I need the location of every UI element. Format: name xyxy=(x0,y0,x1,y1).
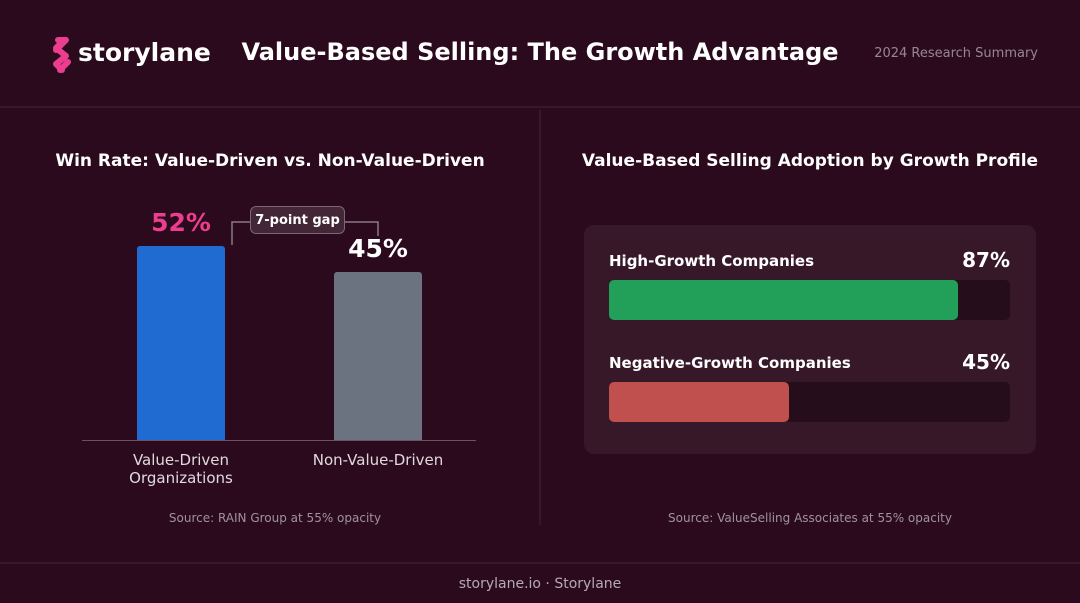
value-label: 45% xyxy=(348,234,408,264)
chart-title: Value-Based Selling Adoption by Growth P… xyxy=(581,151,1039,171)
chart-title: Win Rate: Value-Driven vs. Non-Value-Dri… xyxy=(55,151,485,171)
value-label: 87% xyxy=(962,248,1010,272)
value-label: 52% xyxy=(151,208,211,238)
category-label: Non-Value-Driven xyxy=(312,451,444,469)
bar xyxy=(137,246,225,440)
category-label: Negative-Growth Companies xyxy=(609,354,851,372)
category-label: High-Growth Companies xyxy=(609,252,815,270)
subtitle: 2024 Research Summary xyxy=(874,46,1038,61)
bar xyxy=(334,272,422,440)
logo-icon xyxy=(53,37,71,73)
annotation: 7-point gap xyxy=(250,206,345,234)
page-title: Value-Based Selling: The Growth Advantag… xyxy=(241,38,839,66)
baseline xyxy=(82,440,476,441)
bar xyxy=(609,280,958,320)
source: Source: RAIN Group at 55% opacity xyxy=(168,511,382,525)
source: Source: ValueSelling Associates at 55% o… xyxy=(668,511,952,525)
bar xyxy=(609,382,790,422)
value-label: 45% xyxy=(962,350,1010,374)
footer: storylane.io · Storylane xyxy=(458,576,622,592)
gap-bracket xyxy=(231,221,379,245)
category-label: Value-Driven Organizations xyxy=(129,451,233,487)
logo-text: storylane xyxy=(78,38,211,67)
